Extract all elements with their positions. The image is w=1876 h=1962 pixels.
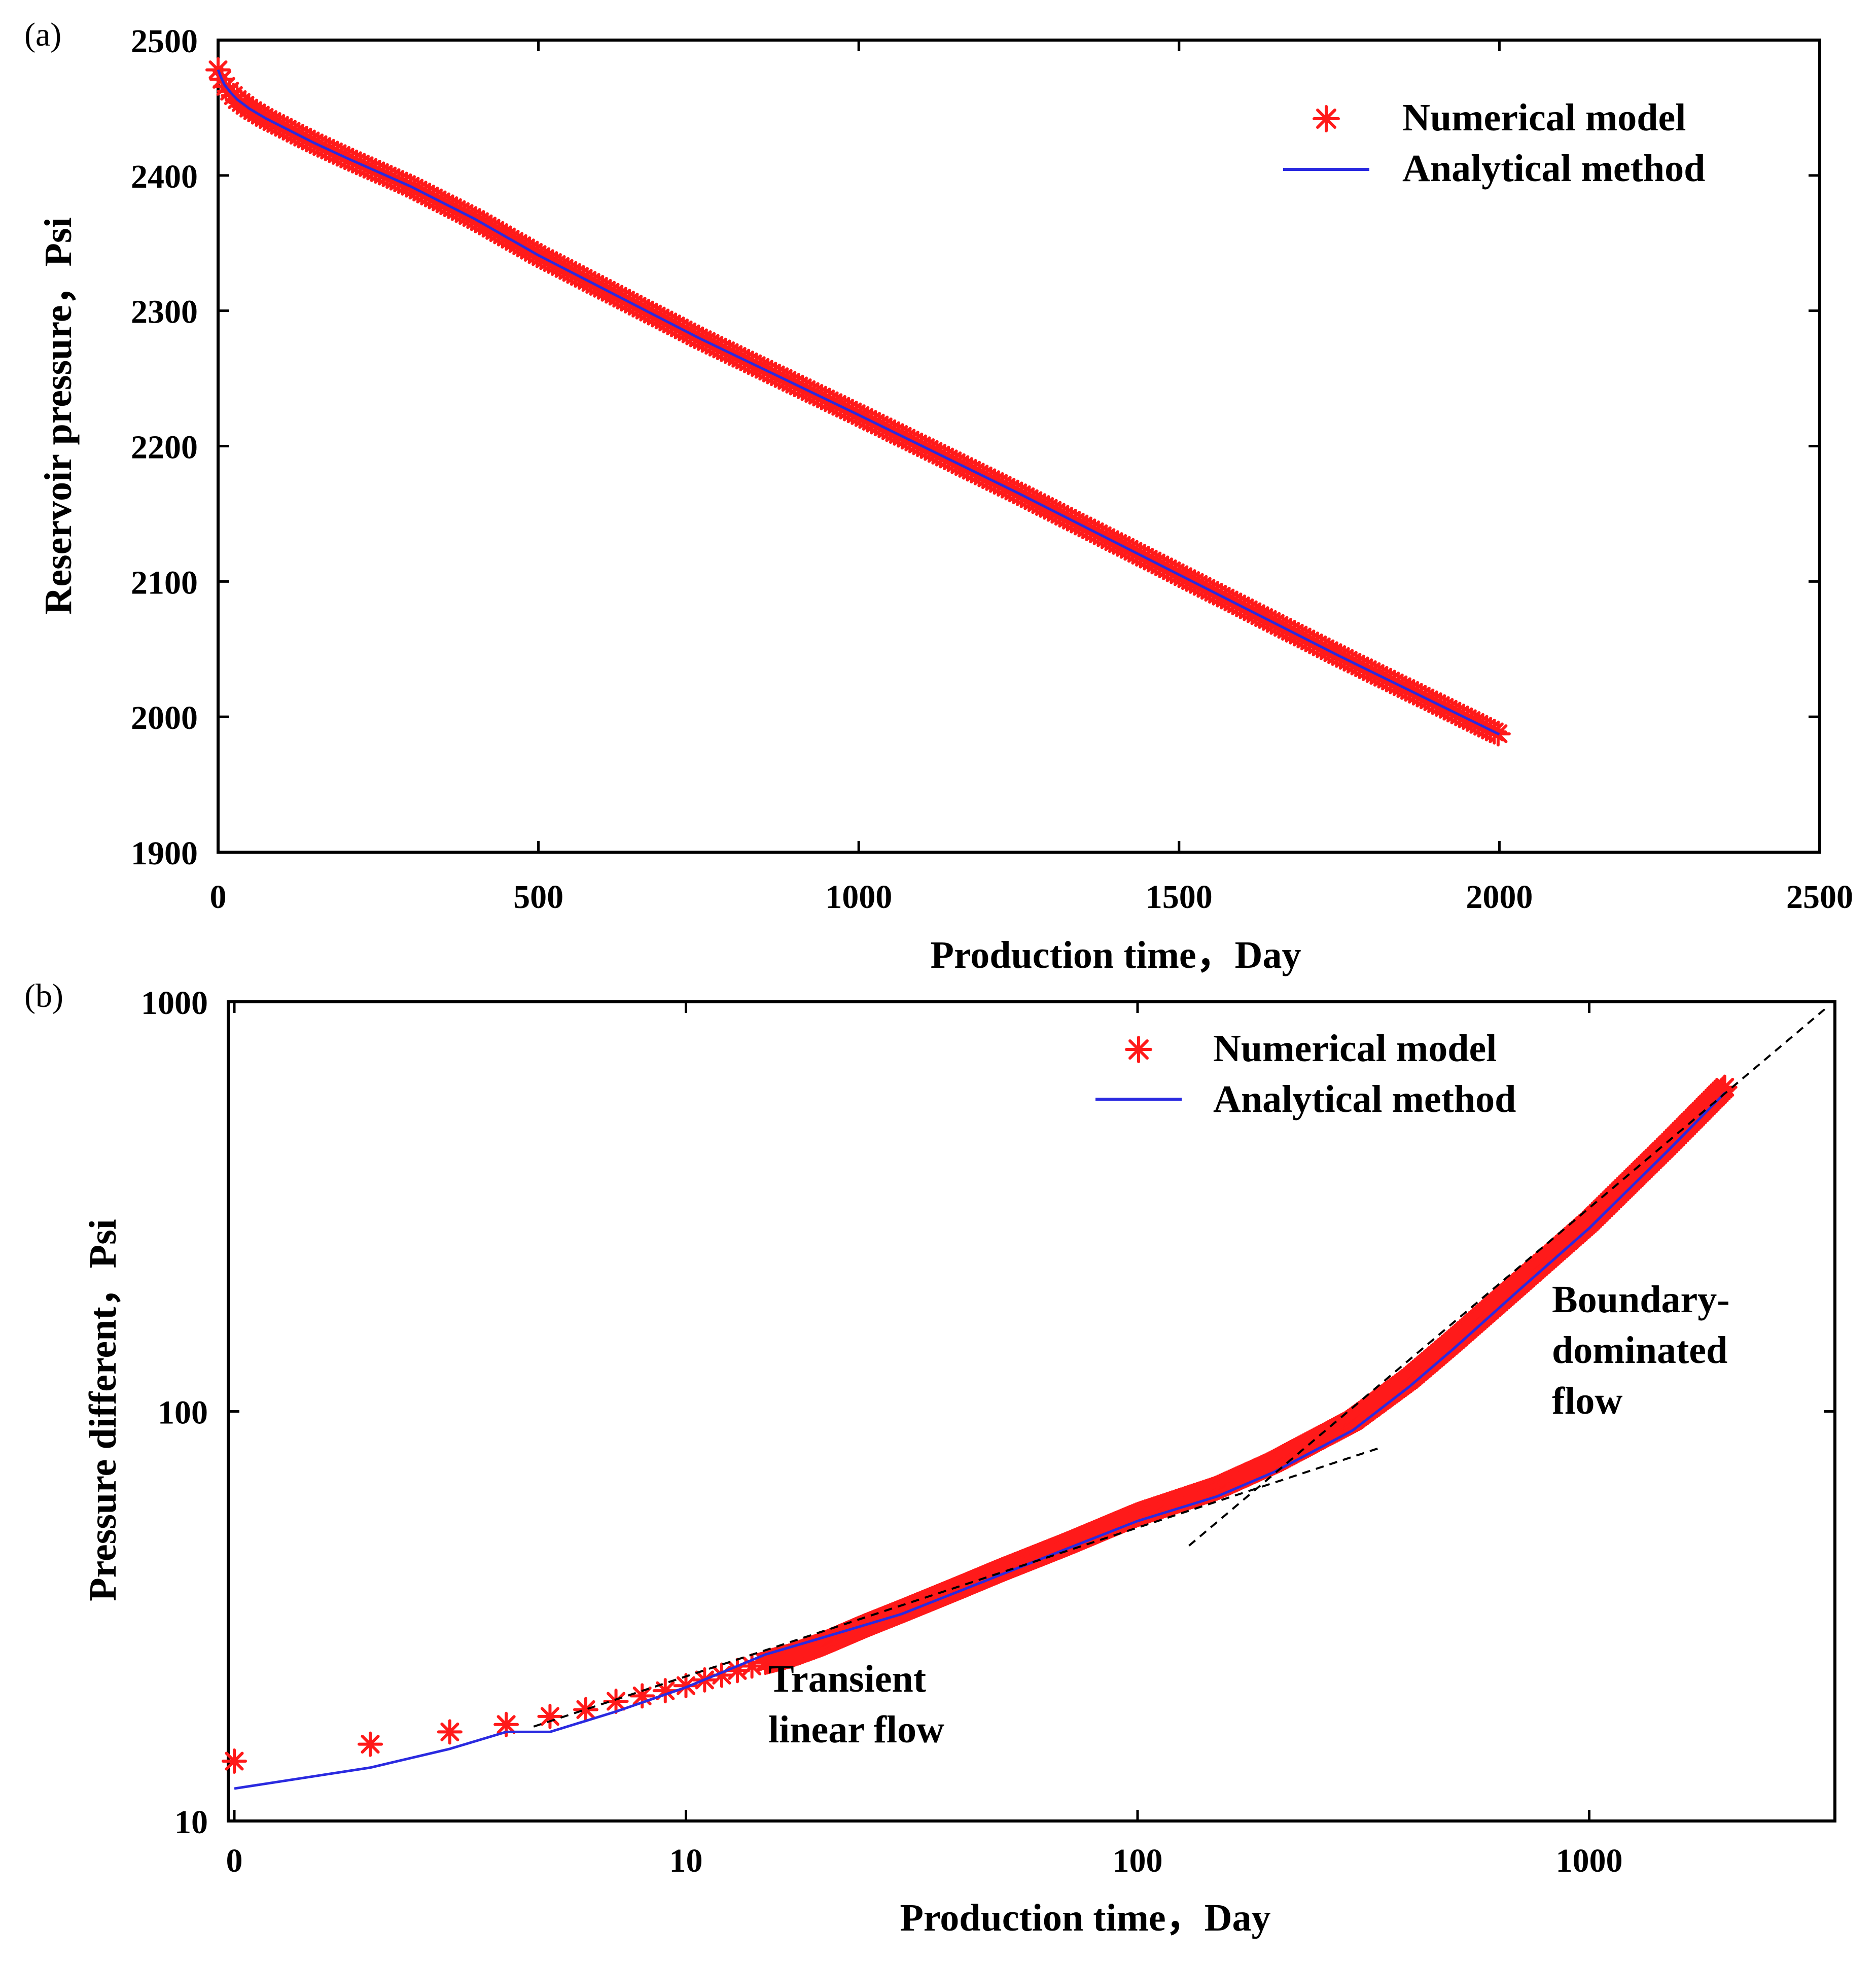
b-numerical-point <box>222 1748 247 1774</box>
b-numerical-point <box>358 1731 383 1757</box>
b-x-tick-label: 10 <box>669 1842 703 1879</box>
b-numerical-point <box>573 1697 598 1723</box>
b-y-tick-label: 100 <box>158 1394 208 1431</box>
panel-a-label: (a) <box>24 16 61 53</box>
b-y-tick-label: 1000 <box>141 985 208 1022</box>
panel-b-x-tick-labels: 0 10 100 1000 <box>226 1842 1623 1879</box>
b-trend-boundary-dominated-flow <box>1188 1004 1830 1547</box>
a-y-tick-label: 2200 <box>131 429 198 466</box>
a-x-tick-label: 1500 <box>1146 879 1213 916</box>
panel-a-tick-marks <box>217 39 1821 854</box>
b-x-tick-label: 100 <box>1113 1842 1163 1879</box>
b-series-analytical-line <box>234 1092 1726 1790</box>
a-x-tick-label: 500 <box>513 879 563 916</box>
a-y-tick-label: 1900 <box>131 835 198 872</box>
panel-b-y-axis-label: Pressure different，Psi <box>82 1219 124 1601</box>
panel-a-x-tick-labels: 0 500 1000 1500 2000 2500 <box>210 879 1854 916</box>
a-legend-star <box>1313 105 1340 132</box>
a-y-tick-label: 2000 <box>131 699 198 737</box>
annotation-transient-linear-flow: Transient linear flow <box>768 1658 944 1751</box>
panel-b-series <box>222 1004 1830 1790</box>
a-x-tick-label: 0 <box>210 879 227 916</box>
b-y-tick-label: 10 <box>174 1804 208 1841</box>
b-numerical-point <box>437 1719 463 1745</box>
panel-b-tick-marks <box>228 1000 1835 1823</box>
annotation-boundary-line-3: flow <box>1552 1380 1622 1422</box>
b-series-numerical-model <box>222 1074 1738 1774</box>
panel-b-legend-marker-numerical <box>1125 1036 1152 1063</box>
panel-b-x-axis-label: Production time，Day <box>900 1897 1270 1939</box>
a-x-tick-label: 2500 <box>1786 879 1853 916</box>
b-numerical-point <box>673 1673 699 1699</box>
panel-a-legend-label-analytical: Analytical method <box>1402 147 1705 190</box>
panel-b-y-tick-labels: 10 100 1000 <box>141 985 208 1841</box>
b-numerical-point <box>603 1689 629 1714</box>
panel-b-label: (b) <box>24 977 63 1014</box>
a-x-tick-label: 1000 <box>825 879 892 916</box>
annotation-boundary-line-2: dominated <box>1552 1329 1727 1372</box>
panel-a: (a) 0 500 1000 1500 2000 2500 1900 2000 2100 220… <box>24 16 1853 976</box>
panel-a-legend-label-numerical: Numerical model <box>1402 96 1686 139</box>
a-y-tick-label: 2100 <box>131 564 198 601</box>
panel-a-y-axis-label: Reservoir pressure，Psi <box>37 217 80 614</box>
a-y-tick-label: 2300 <box>131 294 198 331</box>
panel-b-legend-label-analytical: Analytical method <box>1213 1078 1516 1120</box>
b-numerical-point <box>1712 1074 1738 1100</box>
a-x-tick-label: 2000 <box>1466 879 1533 916</box>
panel-b-legend: Numerical model Analytical method <box>1095 1027 1516 1120</box>
annotation-boundary-dominated-flow: Boundary- dominated flow <box>1552 1278 1730 1422</box>
annotation-boundary-line-1: Boundary- <box>1552 1278 1730 1321</box>
panel-a-x-axis-label: Production time，Day <box>930 934 1301 976</box>
b-trend-transient-linear-flow <box>533 1446 1384 1728</box>
a-y-tick-label: 2500 <box>131 23 198 60</box>
panel-a-y-tick-labels: 1900 2000 2100 2200 2300 2400 2500 <box>131 23 198 872</box>
b-legend-star <box>1125 1036 1152 1063</box>
a-y-tick-label: 2400 <box>131 158 198 195</box>
a-series-analytical-line <box>217 69 1500 736</box>
panel-a-legend: Numerical model Analytical method <box>1283 96 1705 190</box>
b-numerical-point <box>537 1703 563 1729</box>
b-x-tick-label: 1000 <box>1556 1842 1623 1879</box>
panel-a-legend-marker-numerical <box>1313 105 1340 132</box>
annotation-transient-line-2: linear flow <box>768 1708 944 1751</box>
annotation-transient-line-1: Transient <box>768 1658 926 1700</box>
panel-b: (b) 0 10 100 1000 10 100 1000 Production time… <box>24 977 1836 1939</box>
panel-b-legend-label-numerical: Numerical model <box>1213 1027 1497 1070</box>
b-x-tick-label: 0 <box>226 1842 243 1879</box>
panel-a-series <box>205 57 1511 747</box>
